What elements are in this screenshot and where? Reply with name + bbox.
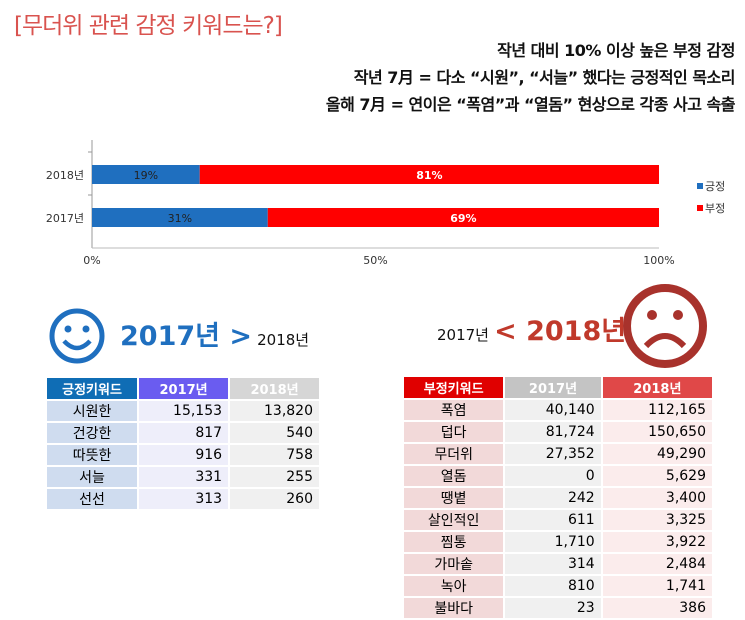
table-row: 녹아 810 1,741 [404,576,712,596]
value-2018: 3,400 [602,488,712,508]
header-2017: 2017년 [505,377,601,398]
value-2017: 313 [139,489,229,509]
x-tick-label: 50% [363,254,387,267]
value-2017: 23 [505,598,601,618]
legend-swatch [697,205,703,211]
bar-label: 81% [416,169,442,182]
value-2017: 810 [505,576,601,596]
value-2018: 255 [230,467,319,487]
subtitle-1: 작년 대비 10% 이상 높은 부정 감정 [497,41,735,60]
keyword-cell: 폭염 [404,400,504,420]
keyword-cell: 녹아 [404,576,504,596]
subtitle-2: 작년 7月 = 다소 “시원”, “서늘” 했다는 긍정적인 목소리 [353,68,736,87]
value-2017: 0 [505,466,601,486]
category-label: 2018년 [46,169,84,182]
table-row: 가마솥 314 2,484 [404,554,712,574]
header-2018: 2018년 [230,378,319,399]
bar-negative [267,208,659,227]
value-2017: 40,140 [505,400,601,420]
table-row: 살인적인 611 3,325 [404,510,712,530]
value-2017: 314 [505,554,601,574]
value-2018: 386 [602,598,712,618]
keyword-cell: 따뜻한 [47,445,138,465]
table-row: 시원한 15,153 13,820 [47,401,319,421]
value-2018: 150,650 [602,422,712,442]
negative-small-year: 2017년 [437,326,489,344]
keyword-cell: 땡볕 [404,488,504,508]
bar-positive [92,208,268,227]
table-row: 선선 313 260 [47,489,319,509]
keyword-cell: 덥다 [404,422,504,442]
x-tick-label: 100% [643,254,674,267]
keyword-cell: 열돔 [404,466,504,486]
table-row: 건강한 817 540 [47,423,319,443]
table-row: 덥다 81,724 150,650 [404,422,712,442]
negative-keyword-table: 부정키워드 2017년 2018년 폭염 40,140 112,165 덥다 81,72… [402,375,714,620]
keyword-cell: 시원한 [47,401,138,421]
sad-face-icon [623,284,707,368]
value-2018: 2,484 [602,554,712,574]
value-2017: 15,153 [139,401,229,421]
page-title: [무더위 관련 감정 키워드는?] [14,13,283,39]
legend-label: 부정 [705,202,725,215]
x-tick-label: 0% [83,254,100,267]
keyword-cell: 살인적인 [404,510,504,530]
header-keyword: 부정키워드 [404,377,504,398]
keyword-cell: 서늘 [47,467,138,487]
keyword-cell: 무더위 [404,444,504,464]
table-row: 서늘 331 255 [47,467,319,487]
legend-label: 긍정 [705,180,725,193]
table-row: 무더위 27,352 49,290 [404,444,712,464]
table-row: 열돔 0 5,629 [404,466,712,486]
bar-negative [199,165,660,184]
value-2018: 260 [230,489,319,509]
table-row: 찜통 1,710 3,922 [404,532,712,552]
subtitle-3: 올해 7月 = 연이은 “폭염”과 “열돔” 현상으로 각종 사고 속출 [325,95,736,114]
header-2017: 2017년 [139,378,229,399]
bar-label: 69% [450,212,476,225]
header-2018: 2018년 [602,377,712,398]
keyword-cell: 건강한 [47,423,138,443]
value-2017: 27,352 [505,444,601,464]
value-2017: 331 [139,467,229,487]
positive-big-year: 2017년 > [120,321,253,352]
value-2018: 13,820 [230,401,319,421]
smiley-icon [49,308,105,364]
value-2018: 5,629 [602,466,712,486]
table-row: 폭염 40,140 112,165 [404,400,712,420]
value-2017: 817 [139,423,229,443]
value-2018: 3,325 [602,510,712,530]
table-row: 불바다 23 386 [404,598,712,618]
value-2018: 1,741 [602,576,712,596]
positive-keyword-table: 긍정키워드 2017년 2018년 시원한 15,153 13,820 건강한 817 5… [45,376,321,511]
value-2017: 611 [505,510,601,530]
keyword-cell: 찜통 [404,532,504,552]
value-2017: 242 [505,488,601,508]
keyword-cell: 가마솥 [404,554,504,574]
header-keyword: 긍정키워드 [47,378,138,399]
legend-swatch [697,183,703,189]
value-2017: 1,710 [505,532,601,552]
table-row: 따뜻한 916 758 [47,445,319,465]
keyword-cell: 불바다 [404,598,504,618]
value-2018: 540 [230,423,319,443]
value-2018: 3,922 [602,532,712,552]
positive-small-year: 2018년 [257,331,310,349]
bar-label: 31% [168,212,192,225]
table-row: 땡볕 242 3,400 [404,488,712,508]
negative-big-year: < 2018년 [494,316,627,347]
keyword-cell: 선선 [47,489,138,509]
value-2017: 81,724 [505,422,601,442]
value-2018: 758 [230,445,319,465]
value-2018: 49,290 [602,444,712,464]
value-2017: 916 [139,445,229,465]
bar-label: 19% [134,169,158,182]
category-label: 2017년 [46,212,84,225]
value-2018: 112,165 [602,400,712,420]
bar-positive [92,165,200,184]
